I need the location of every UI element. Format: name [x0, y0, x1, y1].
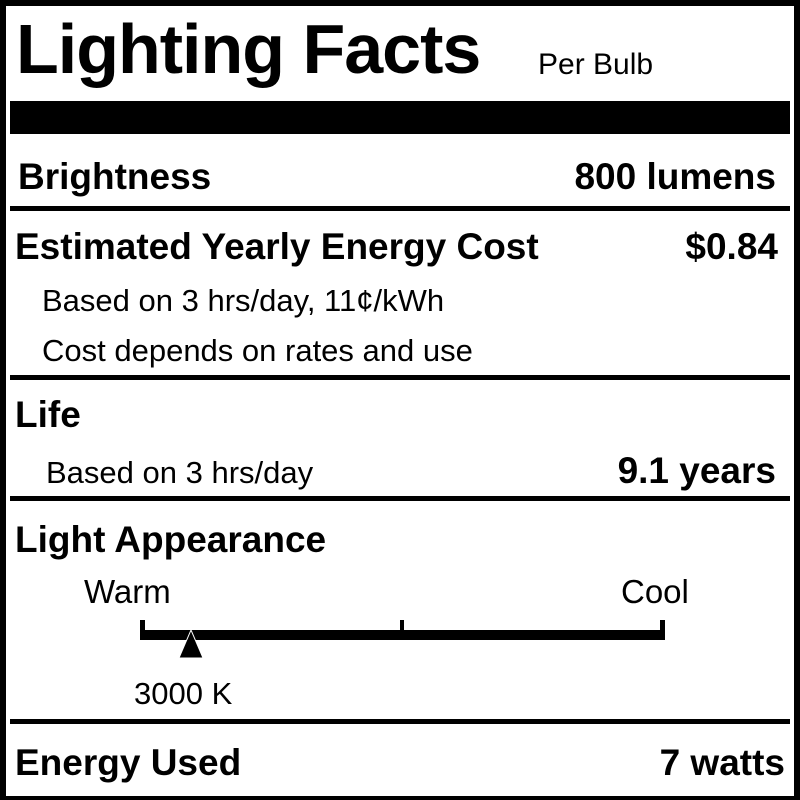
energy-cost-label: Estimated Yearly Energy Cost — [15, 226, 539, 267]
life-value: 9.1 years — [617, 450, 776, 491]
scale-tick-left — [140, 620, 145, 640]
brightness-label: Brightness — [18, 156, 212, 197]
energy-cost-value: $0.84 — [685, 226, 778, 267]
thick-divider — [10, 101, 790, 134]
energy-used-value: 7 watts — [659, 742, 785, 783]
scale-bar — [140, 630, 665, 640]
brightness-value: 800 lumens — [574, 156, 776, 197]
life-note: Based on 3 hrs/day — [46, 455, 314, 490]
marker-triangle-icon — [179, 630, 204, 658]
energy-used-label: Energy Used — [15, 742, 242, 783]
divider — [10, 719, 790, 724]
title: Lighting Facts — [16, 10, 481, 88]
energy-cost-note-1: Based on 3 hrs/day, 11¢/kWh — [42, 283, 445, 318]
subtitle: Per Bulb — [538, 48, 654, 81]
energy-cost-note-2: Cost depends on rates and use — [42, 333, 473, 368]
divider — [10, 375, 790, 380]
cool-label: Cool — [621, 573, 689, 610]
scale-tick-right — [660, 620, 665, 640]
warm-label: Warm — [84, 573, 171, 610]
divider — [10, 496, 790, 501]
scale-tick-center — [400, 620, 404, 632]
divider — [10, 206, 790, 211]
life-label: Life — [15, 394, 81, 435]
light-appearance-label: Light Appearance — [15, 519, 327, 560]
color-temperature-value: 3000 K — [134, 676, 233, 711]
